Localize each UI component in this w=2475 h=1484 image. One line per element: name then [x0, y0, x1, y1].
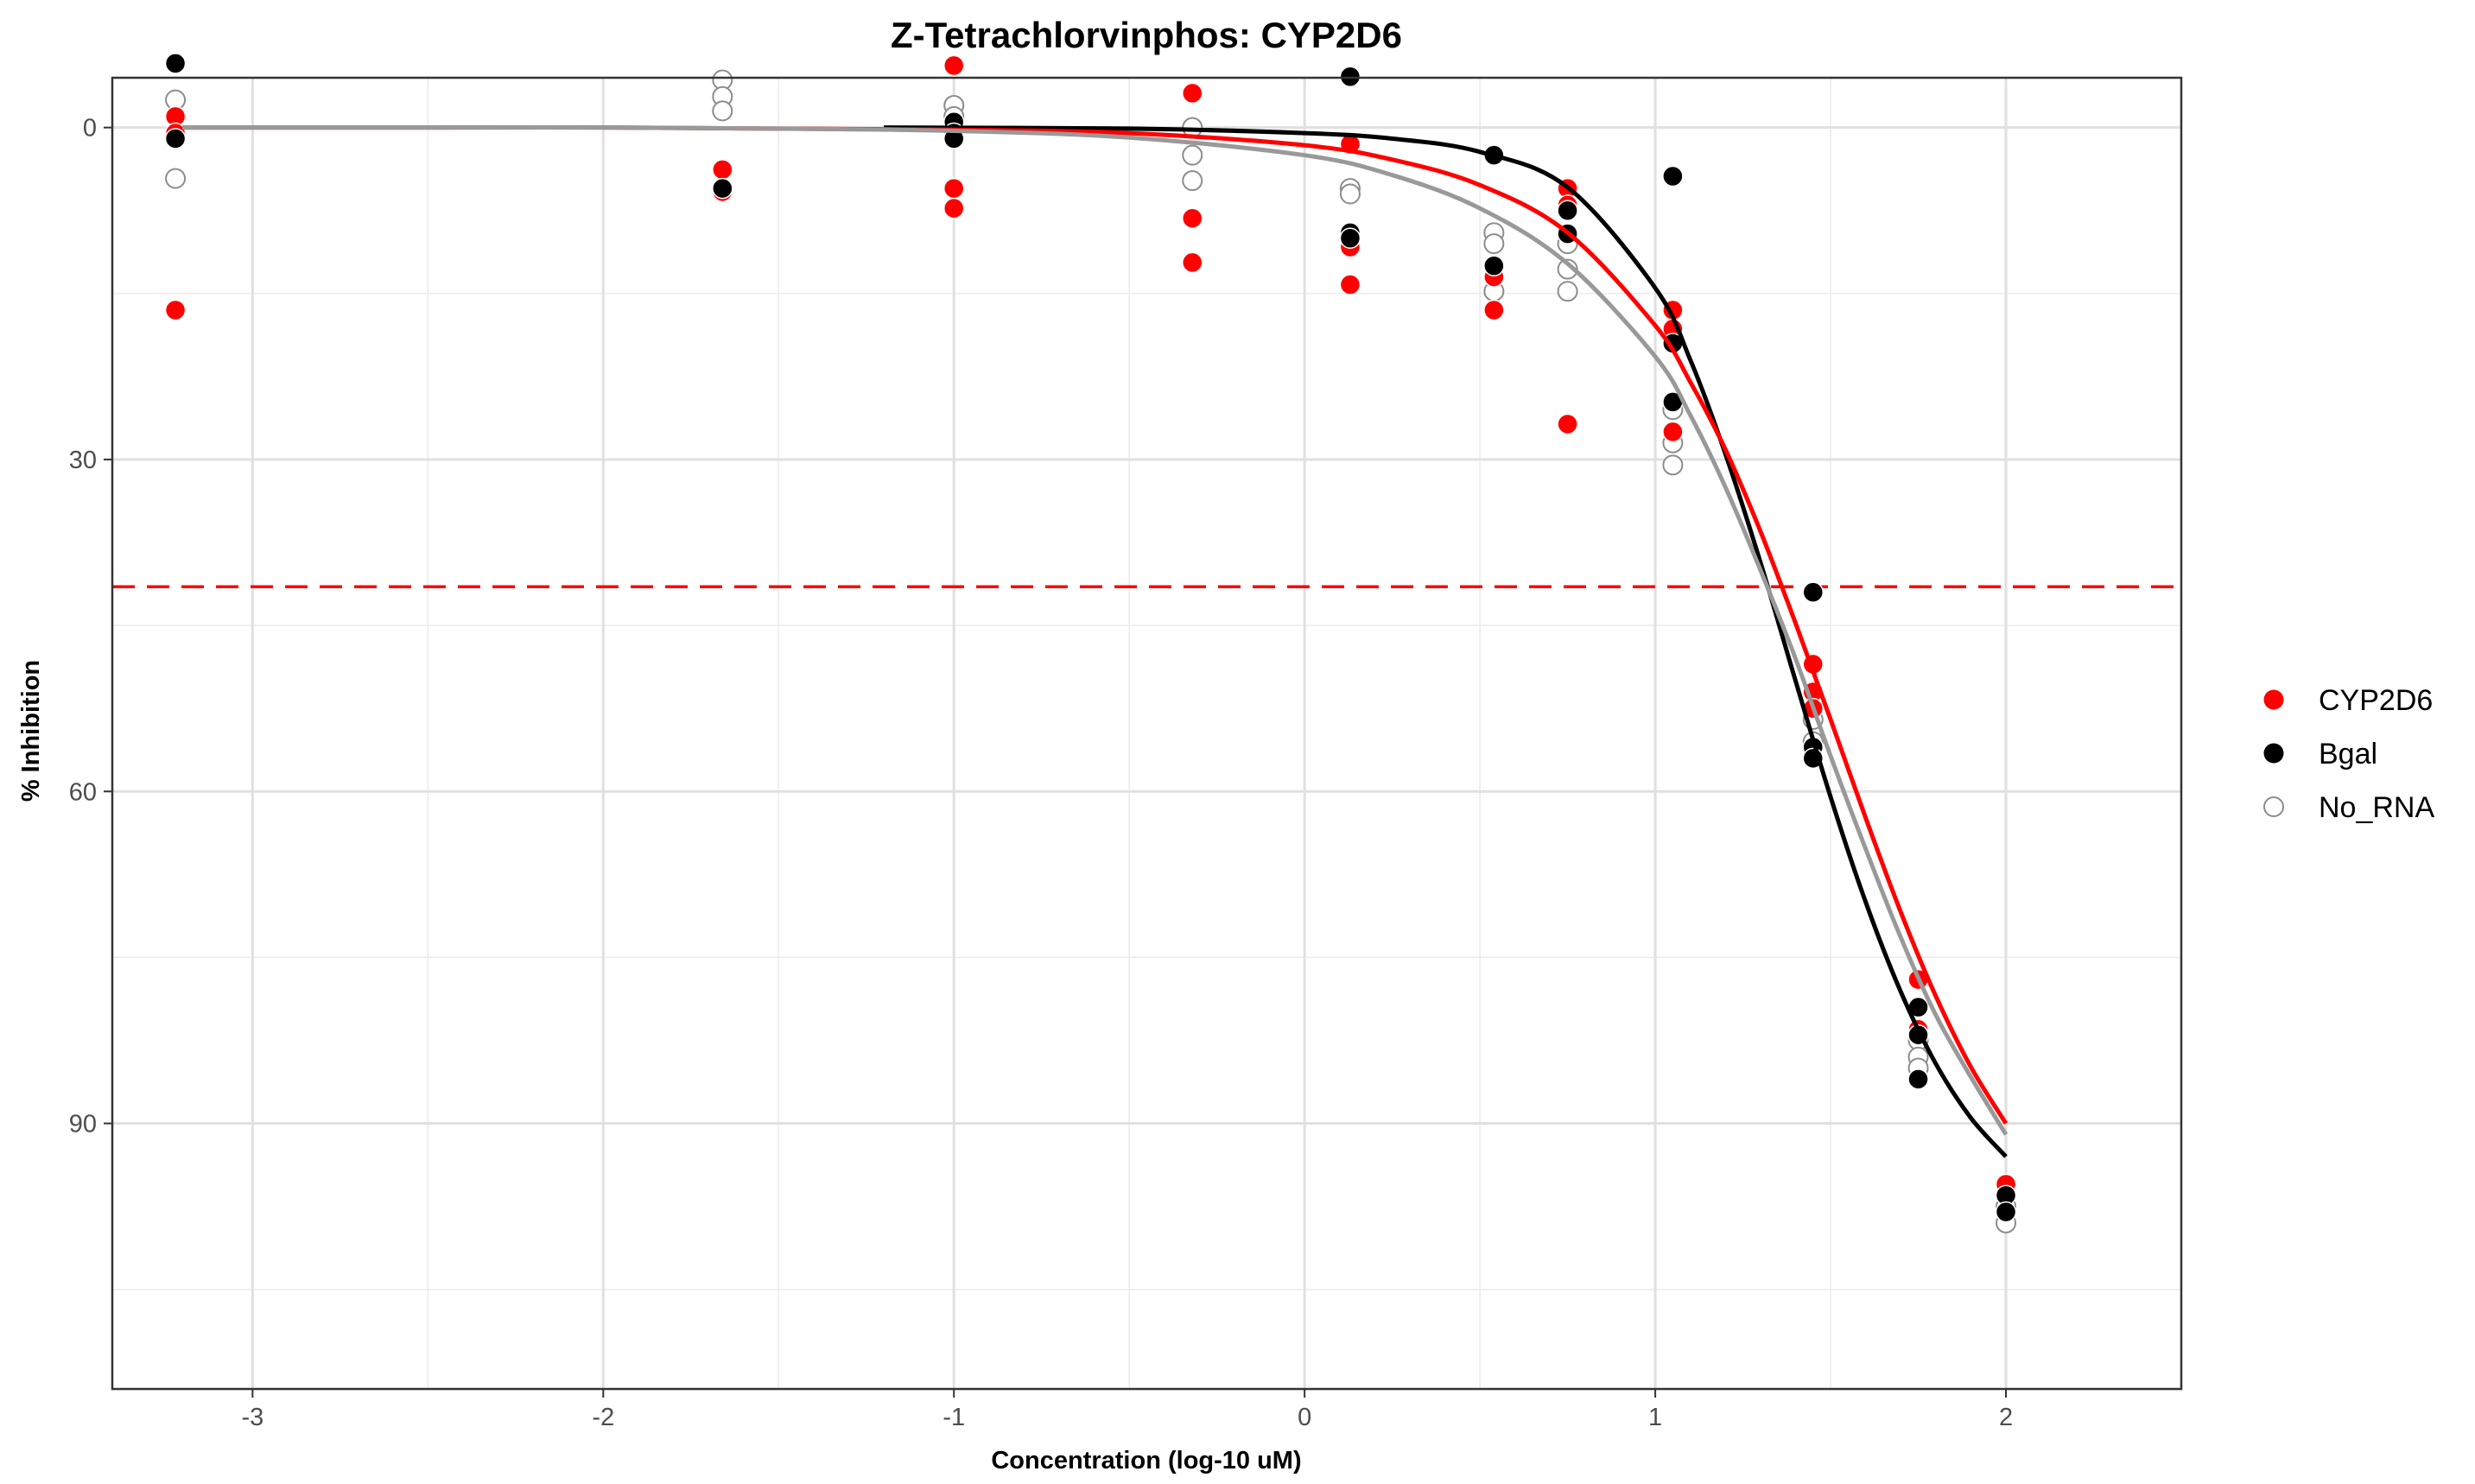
data-point [1339, 274, 1361, 295]
data-point [1182, 82, 1203, 105]
legend-key [2263, 689, 2284, 710]
legend-item: CYP2D6 [2263, 684, 2433, 717]
data-point [1182, 207, 1203, 229]
data-point [1182, 144, 1203, 166]
data-point [942, 177, 965, 200]
data-point [1483, 233, 1505, 255]
plot-area: -3 -2 -1 0 1 2 0 30 60 90 [69, 53, 2183, 1431]
data-point [1182, 170, 1203, 192]
data-point [1662, 421, 1684, 443]
data-point [712, 100, 733, 122]
data-point [164, 128, 187, 149]
series-no-rna-fit-curve [182, 125, 2009, 1136]
legend-item: No_RNA [2263, 791, 2434, 824]
data-point [712, 159, 733, 181]
legend-label: No_RNA [2319, 791, 2434, 824]
x-tick-label: 1 [1648, 1404, 1662, 1431]
data-point [1557, 281, 1578, 302]
legend: CYP2D6 Bgal No_RNA [2263, 684, 2434, 824]
data-point [1662, 454, 1684, 476]
data-point [1339, 183, 1361, 205]
data-point [165, 168, 187, 189]
data-point [942, 197, 965, 219]
y-tick-label: 60 [69, 778, 97, 806]
data-point [1557, 200, 1578, 221]
x-tick-label: -1 [942, 1404, 965, 1431]
data-point [164, 299, 187, 321]
plot-border [111, 76, 2183, 1391]
data-point [1483, 255, 1505, 277]
plot-panel [112, 78, 2181, 1389]
data-point [164, 53, 187, 74]
series-bgal-fit-curve [884, 125, 2008, 1158]
data-point [1182, 251, 1203, 274]
x-tick-label: -2 [592, 1404, 614, 1431]
data-point [1339, 66, 1361, 87]
legend-label: CYP2D6 [2319, 684, 2433, 717]
legend-key [2263, 796, 2284, 817]
data-point [1662, 165, 1684, 187]
legend-key [2263, 743, 2284, 764]
y-tick-label: 90 [69, 1111, 97, 1138]
x-tick-label: 2 [1999, 1404, 2013, 1431]
data-point [1995, 1201, 2017, 1223]
legend-label: Bgal [2319, 738, 2377, 771]
data-point [1907, 1069, 1929, 1090]
data-point [1483, 299, 1505, 321]
data-point [1557, 413, 1578, 435]
y-tick-label: 0 [83, 115, 97, 143]
x-tick-label: -3 [241, 1404, 263, 1431]
x-axis-title: Concentration (log-10 uM) [991, 1447, 1301, 1474]
data-point [712, 177, 733, 200]
data-point [942, 54, 965, 77]
data-point [1339, 227, 1361, 249]
data-point [1802, 581, 1825, 603]
chart-title: Z-Tetrachlorvinphos: CYP2D6 [891, 15, 1402, 55]
legend-item: Bgal [2263, 738, 2377, 771]
y-axis-title: % Inhibition [17, 660, 45, 802]
x-tick-label: 0 [1298, 1404, 1311, 1431]
y-tick-label: 30 [69, 447, 97, 474]
